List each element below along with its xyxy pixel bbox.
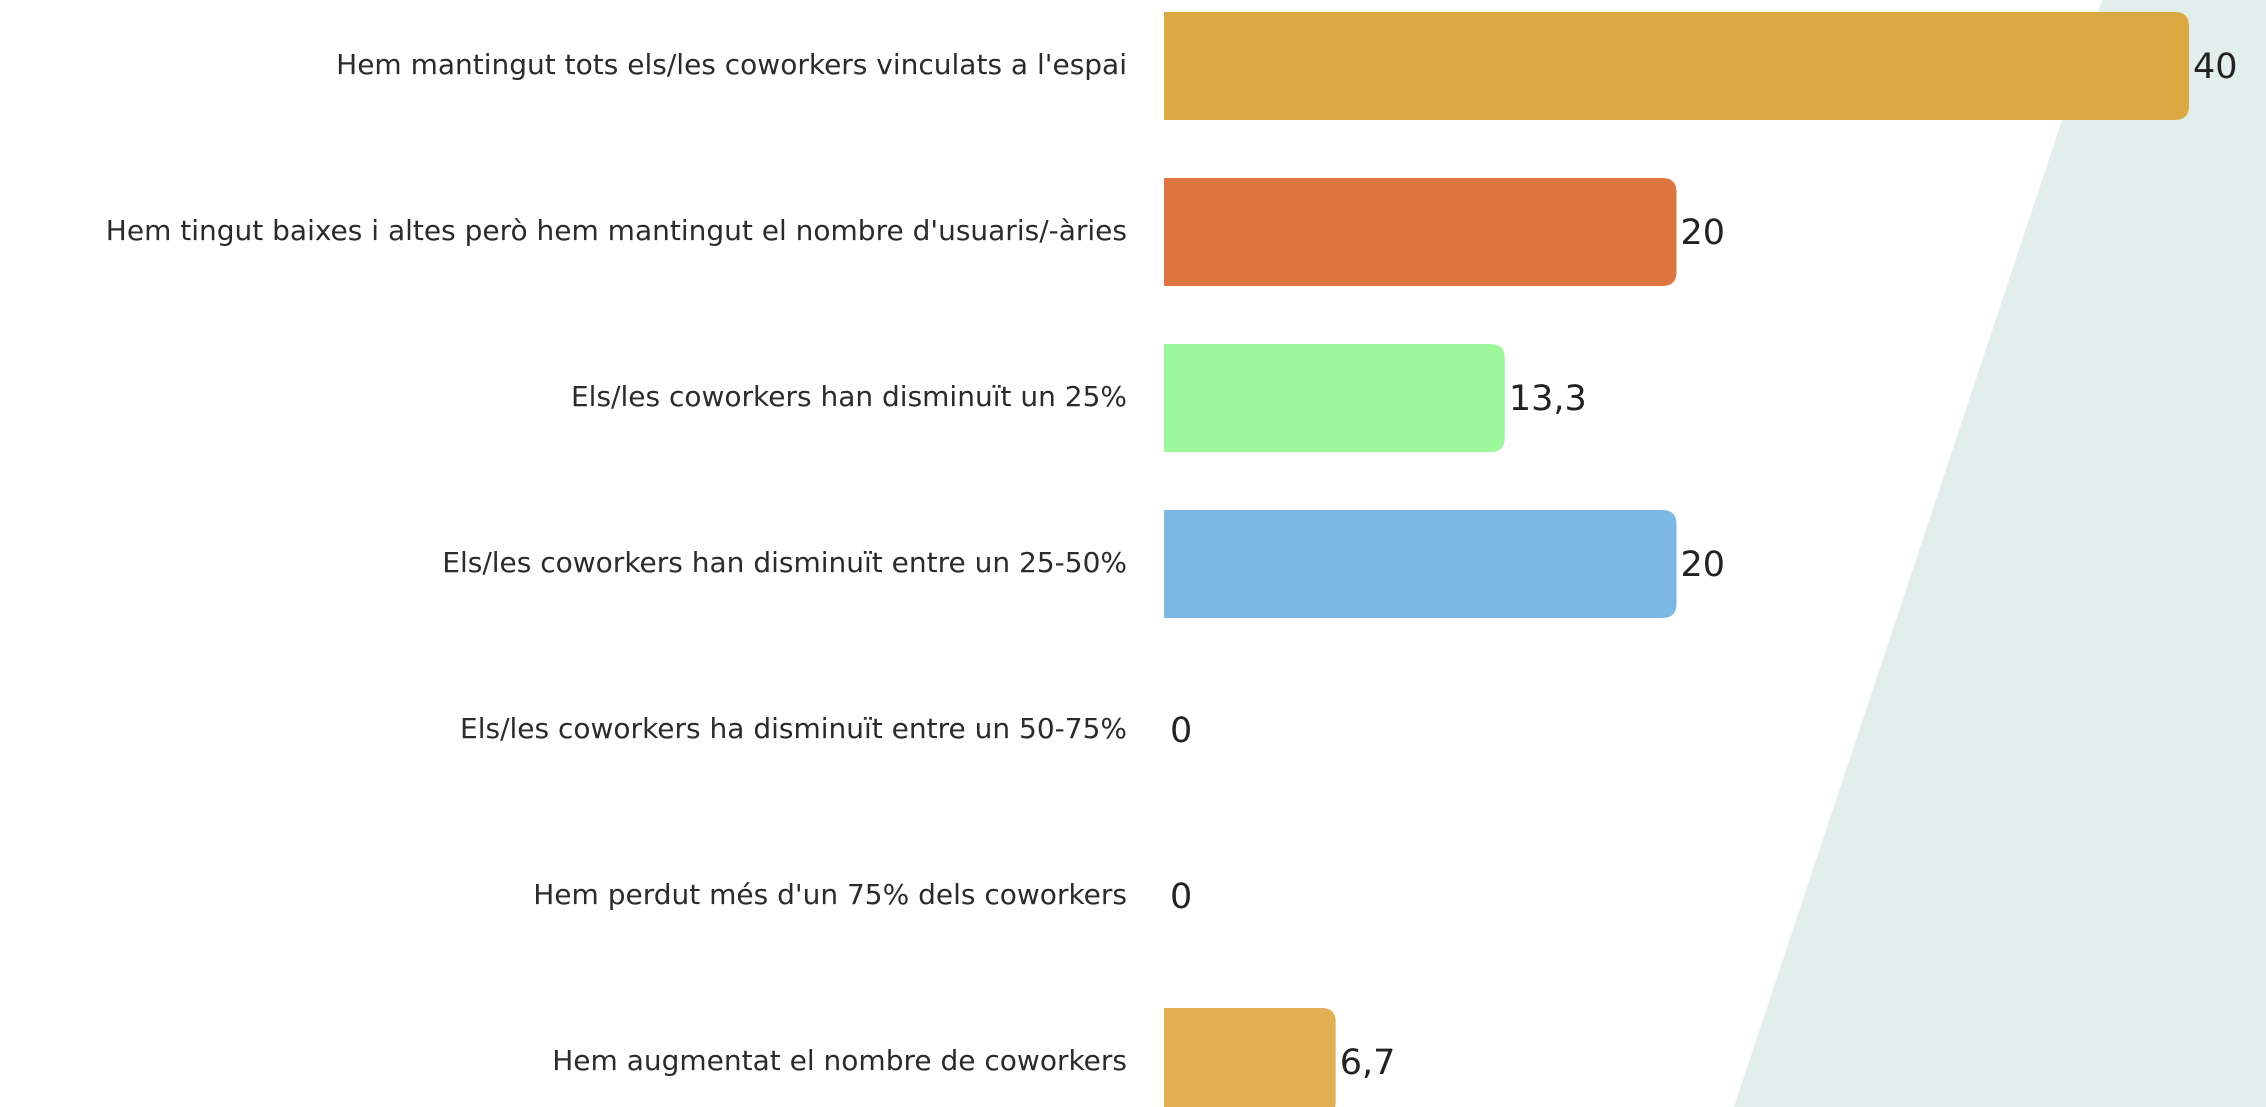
value-label: 6,7 <box>1340 1043 1396 1083</box>
bar <box>1164 510 1677 618</box>
category-label: Els/les coworkers ha disminuït entre un … <box>460 712 1127 745</box>
background-shape <box>1734 0 2266 1107</box>
category-label: Hem tingut baixes i altes però hem manti… <box>106 214 1127 247</box>
value-label: 20 <box>1681 545 1726 585</box>
category-label: Hem perdut més d'un 75% dels coworkers <box>533 878 1127 911</box>
bar <box>1164 1008 1336 1107</box>
category-label: Els/les coworkers han disminuït un 25% <box>571 380 1127 413</box>
value-label: 13,3 <box>1509 379 1587 419</box>
value-label: 40 <box>2193 47 2238 87</box>
category-label: Hem mantingut tots els/les coworkers vin… <box>336 48 1127 81</box>
bar <box>1164 12 2189 120</box>
category-label: Hem augmentat el nombre de coworkers <box>552 1044 1127 1077</box>
category-label: Els/les coworkers han disminuït entre un… <box>442 546 1127 579</box>
value-label: 0 <box>1170 877 1192 917</box>
value-label: 0 <box>1170 711 1192 751</box>
bar <box>1164 344 1505 452</box>
value-label: 20 <box>1681 213 1726 253</box>
bar <box>1164 178 1677 286</box>
